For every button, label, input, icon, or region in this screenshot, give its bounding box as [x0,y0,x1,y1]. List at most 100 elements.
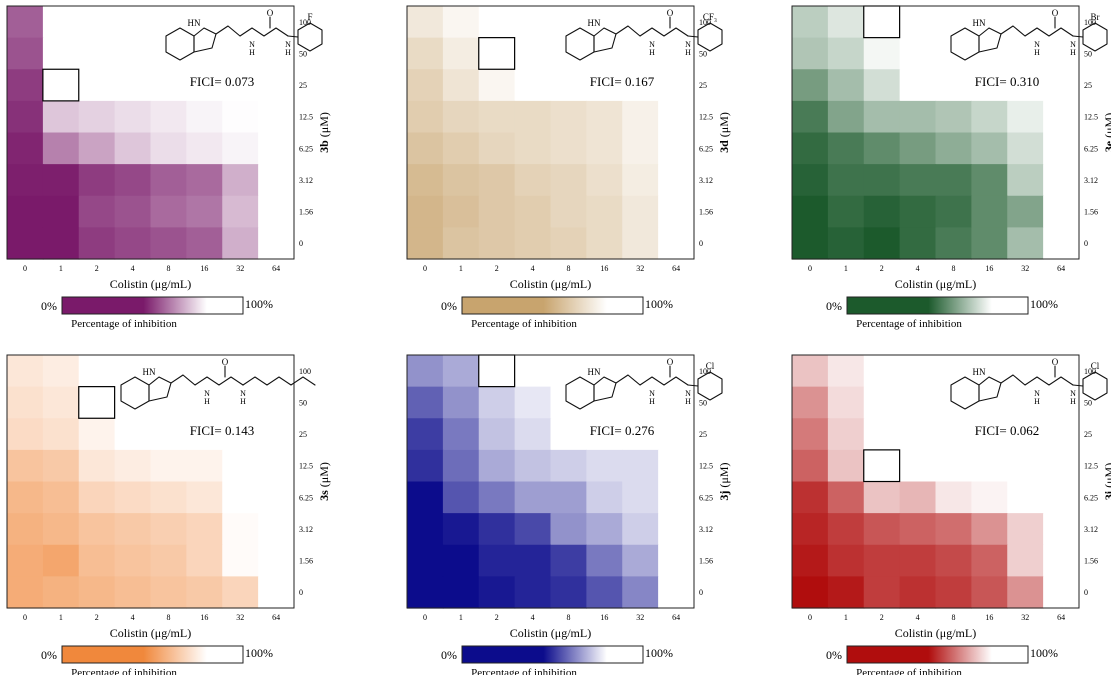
urea-n1-label: N [649,389,655,398]
heatmap-cell [258,513,295,546]
heatmap-cell [935,481,972,514]
indole-nh-label: HN [188,18,201,28]
x-tick-label: 4 [131,613,135,622]
heatmap-cell [42,513,80,546]
x-tick-label: 0 [423,613,427,622]
heatmap-cell [1007,132,1044,165]
heatmap-cell [550,418,587,451]
heatmap-cell [550,195,587,228]
x-tick-label: 16 [200,613,208,622]
heatmap-cell [258,449,295,483]
heatmap-cell [222,69,259,102]
heatmap-cell [1043,132,1080,165]
heatmap-cell [1043,386,1080,419]
colorbar-min-label: 0% [826,648,842,662]
heatmap-cell [7,481,44,514]
heatmap-cell [150,132,187,165]
heatmap-cell [586,418,623,451]
heatmap-cell [407,6,444,39]
heatmap-cell [150,513,187,546]
heatmap-cell [827,544,865,577]
heatmap-cell [478,449,516,483]
substituent-label: Cl [706,361,715,371]
heatmap-cell [514,195,552,228]
y-tick-label: 0 [299,588,303,597]
heatmap-cell [863,132,901,165]
heatmap-cell [550,6,587,39]
x-tick-label: 16 [985,264,993,273]
heatmap-cell [258,164,295,197]
heatmap-cell [971,164,1008,197]
y-tick-label: 6.25 [1084,144,1098,153]
urea-oxygen-label: O [1052,8,1059,18]
heatmap-cell [258,386,295,419]
linker-chain [1000,25,1074,37]
x-tick-label: 8 [566,264,570,273]
y-axis-label: 3i (μM) [1102,463,1111,500]
heatmap-cell [186,576,223,609]
y-tick-label: 25 [299,430,307,439]
heatmap-cell [658,69,695,102]
heatmap-cell [899,386,937,419]
heatmap-cell [550,132,587,165]
heatmap-cell [150,544,187,577]
urea-oxygen-label: O [267,8,274,18]
heatmap-cell [1007,355,1044,388]
y-tick-label: 1.56 [1084,208,1098,217]
heatmap-cell [150,164,187,197]
heatmap-cell [792,576,829,609]
urea-n2-label: N [1070,40,1076,49]
heatmap-cell [222,481,259,514]
heatmap-cell [78,69,116,102]
heatmap-cell [478,132,516,165]
heatmap-cell [150,418,187,451]
heatmap-cell [1043,6,1080,39]
heatmap-cell [7,449,44,483]
urea-h2-label: H [685,48,691,57]
colorbar-title: Percentage of inhibition [471,667,577,675]
substituent-label: Cl [1091,361,1100,371]
x-tick-label: 4 [916,613,920,622]
heatmap-cell [478,481,516,514]
heatmap-cell [622,69,659,102]
x-tick-label: 64 [272,264,280,273]
phenyl-bond [1072,384,1084,387]
heatmap-cell [478,37,516,70]
heatmap-cell [42,100,80,134]
heatmap-cell [442,481,480,514]
urea-h1-label: H [249,48,255,57]
y-tick-label: 25 [1084,430,1092,439]
urea-n1-label: N [249,40,255,49]
heatmap-cell [78,227,116,260]
heatmap-cell [186,227,223,260]
colorbar-min-label: 0% [441,648,457,662]
x-tick-label: 8 [951,264,955,273]
heatmap-cell [899,355,937,388]
heatmap-cell [150,195,187,228]
heatmap-cell [7,132,44,165]
x-axis-label: Colistin (μg/mL) [110,626,191,640]
heatmap-cell [935,100,972,134]
urea-n1-label: N [1034,389,1040,398]
x-tick-label: 16 [985,613,993,622]
x-tick-label: 32 [636,264,644,273]
heatmap-cell [971,37,1008,70]
y-tick-label: 3.12 [699,176,713,185]
x-tick-label: 16 [600,264,608,273]
x-axis-label: Colistin (μg/mL) [510,277,591,291]
heatmap-cell [622,513,659,546]
heatmap-cell [186,418,223,451]
x-tick-label: 32 [236,264,244,273]
heatmap-cell [658,6,695,39]
heatmap-cell [658,355,695,388]
heatmap-cell [7,544,44,577]
heatmap-cell [1007,37,1044,70]
colorbar [461,296,644,315]
heatmap-cell [407,576,444,609]
heatmap-cell [407,449,444,483]
heatmap-cell [222,6,259,39]
heatmap-cell [442,132,480,165]
heatmap-cell [1007,100,1044,134]
urea-h2-label: H [285,48,291,57]
heatmap-cell [792,195,829,228]
